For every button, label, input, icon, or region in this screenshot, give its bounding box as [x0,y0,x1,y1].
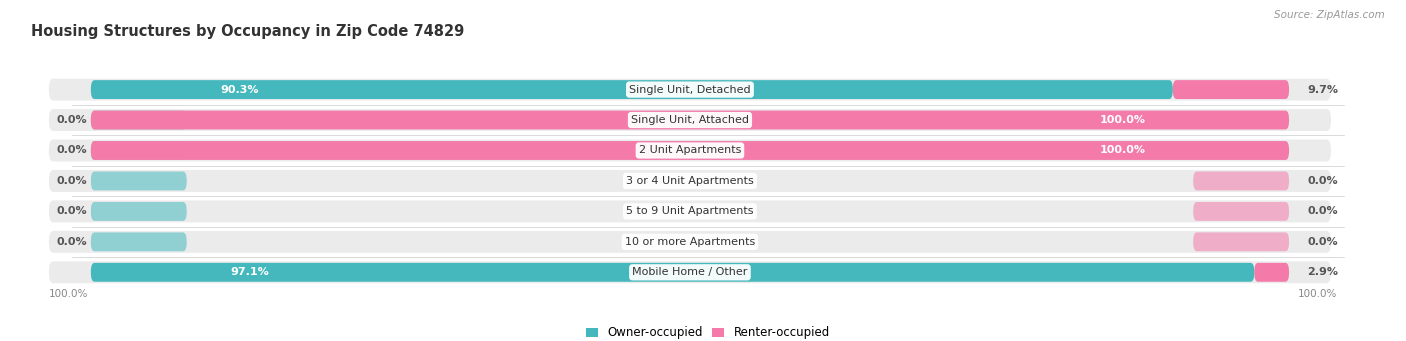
Text: 10 or more Apartments: 10 or more Apartments [624,237,755,247]
FancyBboxPatch shape [91,141,1289,160]
FancyBboxPatch shape [49,231,1331,253]
Text: 100.0%: 100.0% [1099,115,1146,125]
Text: Single Unit, Detached: Single Unit, Detached [628,85,751,94]
FancyBboxPatch shape [49,139,1331,161]
FancyBboxPatch shape [1194,202,1289,221]
FancyBboxPatch shape [49,201,1331,222]
FancyBboxPatch shape [91,110,187,130]
Text: 9.7%: 9.7% [1308,85,1339,94]
FancyBboxPatch shape [91,172,187,190]
Text: 0.0%: 0.0% [56,176,87,186]
FancyBboxPatch shape [1194,233,1289,251]
Legend: Owner-occupied, Renter-occupied: Owner-occupied, Renter-occupied [581,322,835,341]
FancyBboxPatch shape [91,263,1254,282]
Text: 100.0%: 100.0% [49,289,89,299]
FancyBboxPatch shape [1173,80,1289,99]
FancyBboxPatch shape [91,80,1173,99]
Text: 100.0%: 100.0% [1298,289,1337,299]
Text: 0.0%: 0.0% [1308,237,1337,247]
FancyBboxPatch shape [1254,263,1289,282]
Text: 3 or 4 Unit Apartments: 3 or 4 Unit Apartments [626,176,754,186]
Text: 2.9%: 2.9% [1308,267,1339,277]
FancyBboxPatch shape [1194,172,1289,190]
Text: Housing Structures by Occupancy in Zip Code 74829: Housing Structures by Occupancy in Zip C… [31,24,464,39]
Text: 100.0%: 100.0% [1099,146,1146,155]
FancyBboxPatch shape [49,79,1331,101]
Text: 0.0%: 0.0% [56,206,87,217]
Text: 90.3%: 90.3% [221,85,259,94]
Text: Source: ZipAtlas.com: Source: ZipAtlas.com [1274,10,1385,20]
Text: 0.0%: 0.0% [56,237,87,247]
FancyBboxPatch shape [49,109,1331,131]
FancyBboxPatch shape [49,170,1331,192]
Text: 0.0%: 0.0% [1308,206,1337,217]
Text: Mobile Home / Other: Mobile Home / Other [633,267,748,277]
Text: 2 Unit Apartments: 2 Unit Apartments [638,146,741,155]
FancyBboxPatch shape [91,141,187,160]
Text: 0.0%: 0.0% [1308,176,1337,186]
FancyBboxPatch shape [91,110,1289,130]
FancyBboxPatch shape [49,261,1331,283]
Text: 0.0%: 0.0% [56,115,87,125]
Text: 5 to 9 Unit Apartments: 5 to 9 Unit Apartments [626,206,754,217]
FancyBboxPatch shape [91,233,187,251]
Text: 0.0%: 0.0% [56,146,87,155]
Text: Single Unit, Attached: Single Unit, Attached [631,115,749,125]
FancyBboxPatch shape [91,202,187,221]
Text: 97.1%: 97.1% [231,267,269,277]
